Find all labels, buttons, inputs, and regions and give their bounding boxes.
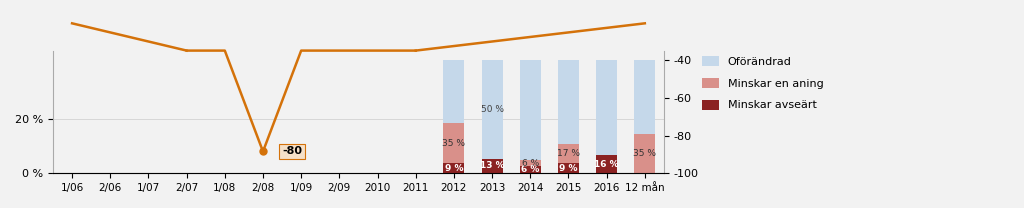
Bar: [443, 60, 465, 124]
Bar: [481, 158, 503, 173]
Bar: [634, 134, 655, 173]
Text: 50 %: 50 %: [480, 105, 504, 114]
Text: 6 %: 6 %: [521, 165, 540, 174]
Bar: [596, 60, 617, 155]
Bar: [520, 166, 541, 173]
Text: 9 %: 9 %: [559, 164, 578, 173]
Bar: [596, 155, 617, 173]
Bar: [634, 60, 655, 134]
Text: 16 %: 16 %: [594, 160, 618, 169]
Bar: [520, 160, 541, 166]
Bar: [558, 144, 579, 163]
Text: 35 %: 35 %: [442, 139, 466, 148]
Text: 6 %: 6 %: [521, 158, 539, 168]
Bar: [558, 60, 579, 144]
Text: 17 %: 17 %: [557, 149, 580, 158]
Legend: Oförändrad, Minskar en aning, Minskar avseärt: Oförändrad, Minskar en aning, Minskar av…: [700, 54, 825, 113]
Text: 13 %: 13 %: [480, 161, 505, 170]
Text: 9 %: 9 %: [444, 164, 463, 173]
Bar: [558, 163, 579, 173]
Text: 35 %: 35 %: [633, 149, 656, 158]
Bar: [481, 60, 503, 158]
Bar: [443, 163, 465, 173]
Text: -80: -80: [282, 146, 302, 156]
Bar: [520, 60, 541, 160]
Bar: [443, 124, 465, 163]
